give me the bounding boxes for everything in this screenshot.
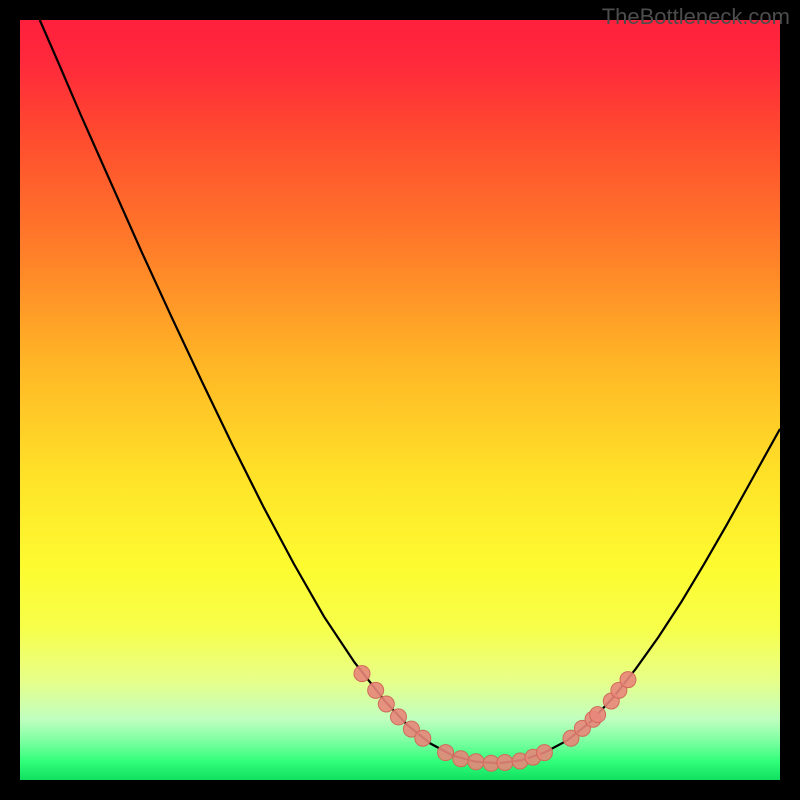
curve-marker [590, 707, 606, 723]
curve-marker [453, 751, 469, 767]
bottleneck-curve-chart [0, 0, 800, 800]
watermark-text: TheBottleneck.com [602, 4, 790, 30]
plot-gradient-background [20, 20, 780, 780]
curve-marker [378, 696, 394, 712]
curve-marker [390, 709, 406, 725]
curve-marker [368, 682, 384, 698]
curve-marker [620, 672, 636, 688]
curve-marker [497, 755, 513, 771]
curve-marker [438, 745, 454, 761]
curve-marker [354, 666, 370, 682]
chart-svg [0, 0, 800, 800]
curve-marker [536, 745, 552, 761]
curve-marker [468, 754, 484, 770]
curve-marker [415, 730, 431, 746]
